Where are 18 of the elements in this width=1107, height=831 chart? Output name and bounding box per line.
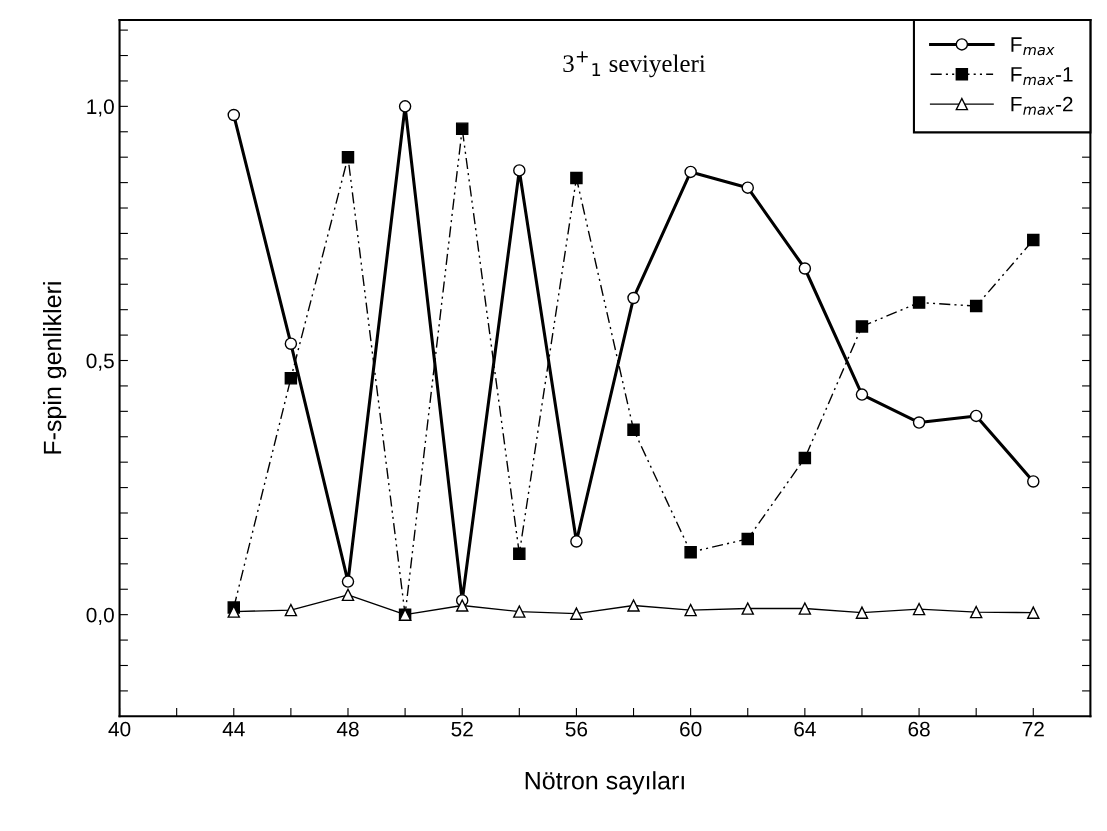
y-tick-label: 1,0 (87, 99, 114, 117)
x-tick-label: 52 (451, 721, 473, 737)
x-axis-title: Nötron sayıları (525, 771, 684, 795)
x-tick-label: 48 (336, 721, 359, 737)
x-tick-label: 44 (222, 721, 245, 737)
legend-label: F$_{max}$-1 (1011, 67, 1073, 86)
legend-label: F$_{max}$ (1011, 37, 1055, 56)
x-tick-label: 72 (1022, 721, 1044, 737)
x-tick-label: 64 (794, 721, 816, 737)
text: 3$^{+}$$_{1}$ seviyeleri (563, 51, 706, 78)
x-tick-label: 40 (108, 721, 131, 737)
x-tick-label: 56 (565, 721, 588, 737)
x-tick-label: 68 (908, 721, 930, 737)
y-axis-title: F-spin genlikleri (42, 282, 67, 454)
legend-label: F$_{max}$-2 (1011, 96, 1073, 115)
y-tick-label: 0,0 (86, 607, 114, 625)
x-tick-label: 60 (680, 721, 702, 737)
y-tick-label: 0,5 (86, 353, 114, 371)
